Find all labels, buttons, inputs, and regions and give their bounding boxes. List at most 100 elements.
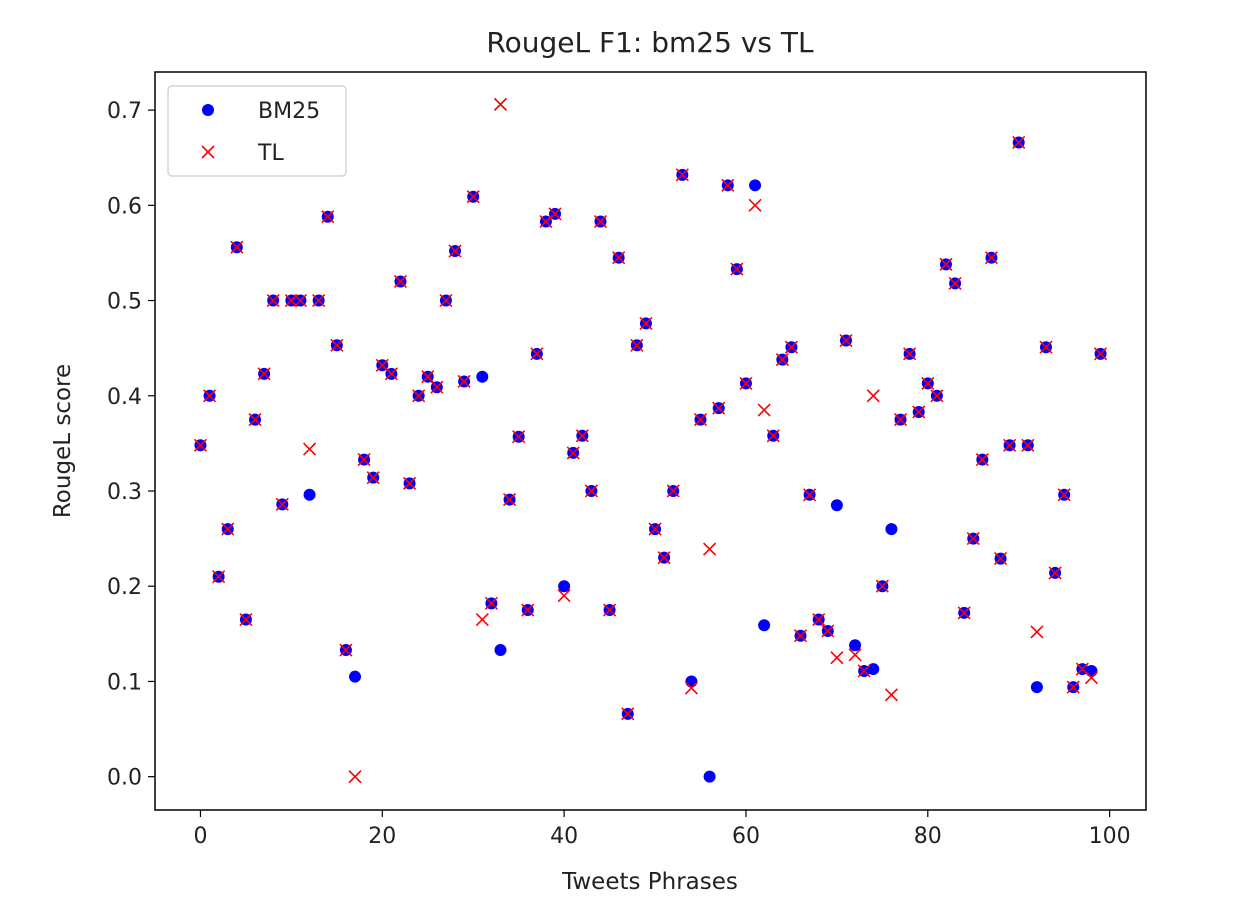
tl-point [748,198,762,212]
y-tick-label: 0.7 [107,99,142,124]
tl-point [866,389,880,403]
y-tick-label: 0.3 [107,480,142,505]
tl-point [321,210,335,224]
tl-point [639,316,653,330]
tl-point [421,370,435,384]
tl-point [1093,347,1108,361]
x-tick-label: 20 [368,824,396,849]
tl-point [430,380,444,394]
tl-point [784,340,798,354]
bm25-point [849,639,862,652]
tl-point [521,603,535,617]
tl-point [293,293,308,308]
tl-point [539,214,553,229]
tl-point [221,522,235,536]
tl-point [457,374,471,389]
tl-point [948,276,962,290]
tl-point [903,347,917,361]
x-tick-label: 100 [1089,824,1131,849]
tl-point [312,293,326,308]
tl-point [648,522,662,536]
tl-point [975,453,989,467]
bm25-point [494,644,507,657]
tl-point [984,251,999,265]
bm25-point [685,675,698,688]
tl-point [848,648,862,662]
tl-point [575,429,589,443]
legend-bm25-label: BM25 [258,99,320,124]
tl-point [466,190,480,204]
tl-point [248,413,262,427]
tl-point [830,651,844,665]
legend-tl-label: TL [257,141,284,166]
tl-point [493,97,508,111]
bm25-point [749,179,762,192]
tl-point [484,596,498,610]
y-tick-label: 0.2 [107,575,142,600]
tl-point [1021,438,1035,452]
tl-point [621,707,635,721]
tl-point [757,403,771,417]
plot-area-frame [154,71,1147,811]
x-tick-label: 40 [550,824,578,849]
tl-point [939,257,953,271]
legend-tl-marker [201,145,215,159]
tl-point [957,606,971,620]
tl-point [630,338,644,352]
tl-point [266,293,280,308]
bm25-point [830,499,843,512]
bm25-point [476,370,489,383]
tl-point [703,542,717,556]
bm25-point [1085,664,1098,677]
legend: BM25 TL [167,85,347,177]
tl-point [512,430,526,444]
x-tick-label: 80 [914,824,942,849]
tl-point [666,484,680,498]
x-axis: 0 20 40 60 80 100 [193,810,1131,849]
tl-point [202,389,217,403]
tl-point [1084,671,1099,685]
bm25-point [885,523,898,536]
tl-point [503,492,517,507]
tl-point [403,476,417,490]
tl-point [1039,340,1053,354]
tl-point [912,405,926,419]
tl-point [239,612,253,627]
tl-point [721,178,735,192]
chart-title: RougeL F1: bm25 vs TL [486,26,814,59]
tl-point [1048,566,1062,580]
x-tick-label: 60 [732,824,760,849]
tl-point [475,612,489,627]
tl-point [366,471,380,485]
y-axis: 0.0 0.1 0.2 0.3 0.4 0.5 0.6 0.7 [107,99,155,791]
tl-point [893,413,908,427]
tl-point [839,333,853,348]
tl-point [921,376,935,390]
tl-point [530,347,544,361]
data-points [193,97,1108,784]
tl-point [857,664,871,678]
tl-point [330,338,344,352]
y-tick-label: 0.1 [107,670,142,695]
bm25-point [1030,681,1043,694]
tl-point [657,551,671,565]
tl-point [566,446,580,460]
tl-point [339,643,353,657]
tl-point [384,367,398,381]
y-axis-label: RougeL score [50,364,76,518]
bm25-point [703,770,716,783]
tl-point [357,453,371,467]
tl-point [412,389,426,403]
y-tick-label: 0.5 [107,290,142,315]
tl-point [712,401,726,415]
tl-point [993,552,1008,566]
tl-point [730,262,744,276]
bm25-point [867,663,880,676]
bm25-point [303,488,316,501]
tl-point [684,681,698,695]
bm25-point [349,670,362,683]
tl-point [930,389,944,403]
tl-point [875,579,889,593]
tl-point [212,570,226,584]
tl-point [439,293,453,308]
